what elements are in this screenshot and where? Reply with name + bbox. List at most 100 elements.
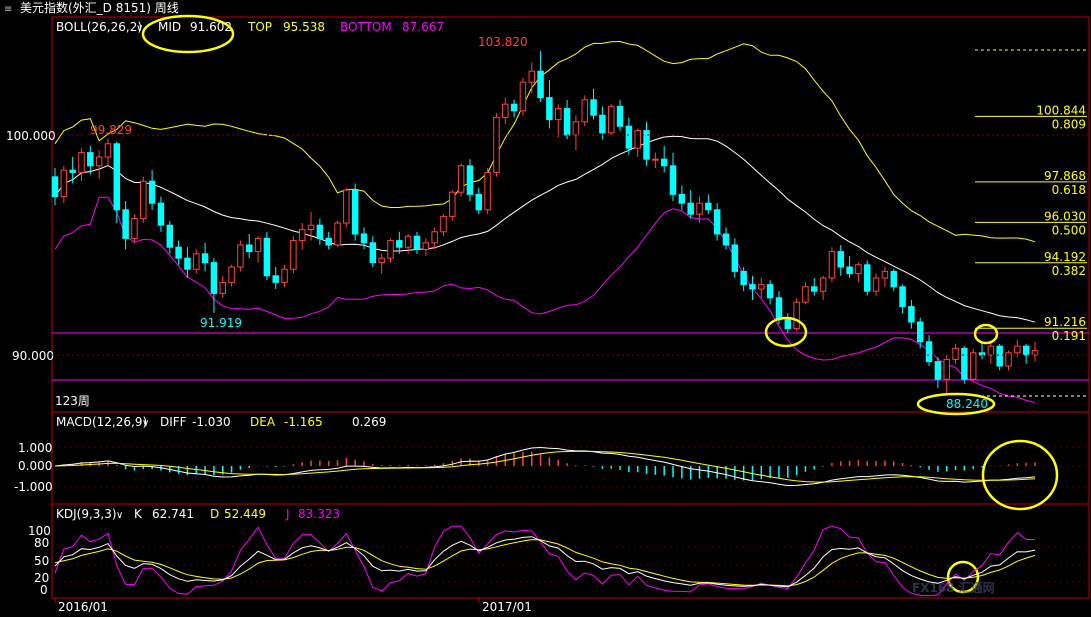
candle [404, 234, 412, 254]
candle [122, 201, 129, 250]
candle-body [943, 358, 950, 380]
candle-body [696, 202, 703, 215]
candle-body [713, 209, 721, 235]
candle [625, 117, 633, 155]
candle [387, 238, 394, 263]
candle-body [934, 361, 942, 380]
kdj-j-line [54, 525, 1035, 597]
annotation-circle-kdj [946, 560, 980, 594]
candle-body [969, 352, 977, 380]
candle-body [775, 297, 783, 321]
candle-body [184, 257, 191, 270]
candle-body [1005, 352, 1012, 367]
kdj-d-label: D [210, 507, 219, 521]
candle-body [916, 321, 924, 343]
candle [396, 231, 403, 254]
candle [1014, 339, 1021, 358]
candle-body [325, 237, 332, 246]
candle-body [599, 114, 606, 134]
candle [634, 128, 641, 157]
candle [184, 247, 191, 278]
candle [996, 344, 1003, 371]
candle-body [881, 270, 889, 279]
candle [687, 190, 694, 219]
candle-body [113, 143, 121, 211]
candle [87, 146, 94, 175]
candle-body [625, 125, 633, 149]
candle [961, 346, 968, 384]
candle-body [369, 242, 377, 264]
fib-ratio-label: 0.809 [1052, 117, 1086, 131]
candle [113, 141, 121, 223]
macd-value: 0.269 [352, 415, 386, 429]
candle-body [343, 189, 350, 224]
annotation-circle-low1 [764, 316, 808, 348]
candle-body [1022, 345, 1030, 356]
candle-body [705, 202, 712, 211]
candle-body [519, 81, 527, 112]
candle-body [378, 257, 385, 264]
candle [1031, 341, 1039, 362]
time-axis-2016: 2016/01 [58, 600, 108, 614]
candle-body [245, 244, 253, 253]
candle-body [404, 235, 412, 248]
candle [140, 176, 147, 223]
candle [201, 242, 209, 272]
kdj-axis-80: 80 [34, 536, 49, 550]
candle-body [952, 347, 959, 360]
candle-body [802, 286, 809, 303]
candle [431, 227, 438, 250]
candle [837, 245, 845, 276]
candle-body [396, 240, 403, 248]
candle [740, 267, 747, 292]
price-axis-label-100: 100.000 [6, 129, 56, 143]
kdj-chevron-icon: ∨ [116, 510, 123, 521]
candle-body [175, 246, 182, 259]
candle-body [510, 103, 518, 112]
kdj-k-line [54, 536, 1036, 588]
candle [669, 152, 677, 201]
annotation-circle-macd [981, 439, 1059, 511]
candle-body [272, 275, 279, 283]
candle [678, 185, 686, 210]
candle [51, 168, 59, 206]
candlesticks [51, 50, 1039, 394]
candle [793, 297, 800, 331]
candle [749, 275, 756, 300]
fib-price-label: 96.030 [1044, 209, 1086, 223]
candle-body [819, 277, 827, 292]
candle-body [87, 152, 94, 167]
candle-body [263, 237, 271, 277]
candle [290, 236, 297, 274]
candle [766, 280, 774, 305]
candle [784, 313, 792, 333]
candle-body [784, 319, 792, 330]
fib-price-label: 100.844 [1036, 103, 1086, 117]
candle-body [440, 215, 447, 233]
candle [148, 170, 156, 210]
candle-body [846, 266, 853, 275]
candle-body [925, 341, 933, 363]
candle-body [669, 165, 677, 195]
title-bar: ≡ 美元指数(外汇_D 8151) 周线 [4, 0, 179, 15]
candle-body [431, 231, 438, 244]
boll-mid-label: MID [158, 20, 181, 34]
boll-chevron-icon: ∨ [136, 23, 143, 34]
boll-mid-value: 91.602 [190, 20, 232, 34]
candle [245, 234, 253, 259]
macd-dea-value: -1.165 [284, 415, 323, 429]
fib-ratio-label: 0.500 [1052, 223, 1086, 237]
candle-body [60, 169, 68, 198]
candle-body [864, 264, 871, 292]
candle [616, 99, 624, 131]
candle [175, 240, 182, 265]
candle [457, 163, 465, 197]
candle-body [811, 286, 818, 292]
candle [872, 273, 880, 296]
candle [493, 113, 500, 177]
candle-body [237, 244, 244, 268]
kdj-j-value: 83.323 [298, 507, 340, 521]
kdj-axis-50: 50 [34, 554, 49, 568]
